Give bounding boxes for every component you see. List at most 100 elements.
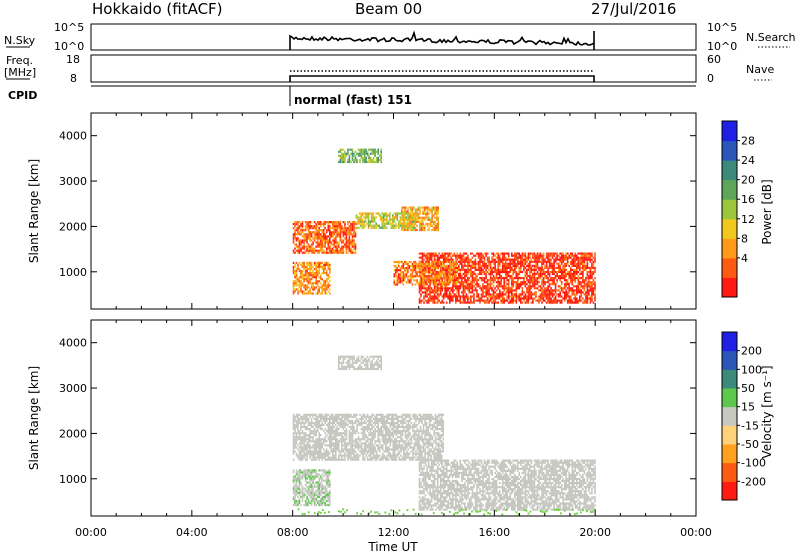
power-cell <box>541 301 543 304</box>
power-cell <box>292 227 295 230</box>
velocity-cell <box>332 456 334 459</box>
velocity-cell <box>310 452 313 455</box>
power-cell <box>511 285 513 288</box>
power-cell <box>303 235 305 238</box>
power-cell <box>327 241 330 244</box>
velocity-cell <box>301 442 304 445</box>
power-cell <box>498 275 501 278</box>
velocity-cell <box>336 434 339 437</box>
power-cell <box>373 218 376 221</box>
power-cell <box>309 249 311 252</box>
velocity-cell <box>342 361 345 364</box>
velocity-cell <box>350 421 352 425</box>
power-cell <box>464 256 466 259</box>
power-cell <box>589 266 592 269</box>
power-cell <box>316 265 319 269</box>
power-cell <box>483 281 486 284</box>
power-cell <box>471 283 474 286</box>
power-cell <box>345 239 348 242</box>
velocity-cell <box>368 444 370 447</box>
velocity-cell <box>354 413 357 416</box>
power-cell <box>536 254 539 257</box>
power-cell <box>504 272 507 276</box>
power-cell <box>348 247 351 250</box>
power-cell <box>407 279 409 282</box>
power-cell <box>345 154 348 157</box>
power-cell <box>538 295 540 298</box>
power-cell <box>455 279 457 282</box>
power-cell <box>482 291 484 294</box>
power-cell <box>520 260 522 263</box>
power-cell <box>582 270 584 274</box>
power-cell <box>315 272 317 275</box>
power-cell <box>486 301 489 304</box>
power-cell <box>327 290 330 293</box>
power-cell <box>292 265 295 269</box>
power-cell <box>401 275 403 278</box>
power-cell <box>327 243 330 246</box>
power-cell <box>416 224 418 227</box>
velocity-cell <box>327 458 330 461</box>
power-cell <box>512 299 515 302</box>
velocity-cell <box>304 421 307 425</box>
power-cell <box>571 289 574 292</box>
velocity-cell <box>321 458 323 461</box>
power-cell <box>527 254 530 257</box>
power-cell <box>298 245 301 248</box>
power-cell <box>312 227 314 230</box>
power-cell <box>355 216 358 219</box>
power-cell <box>351 249 354 252</box>
power-cell <box>504 285 507 288</box>
velocity-cell <box>350 434 352 437</box>
velocity-cell <box>338 423 340 427</box>
power-cell <box>501 297 504 300</box>
power-cell <box>559 291 561 294</box>
power-cell <box>592 287 595 290</box>
power-cell <box>402 265 405 268</box>
power-cell <box>399 220 402 223</box>
power-cell <box>547 289 549 292</box>
power-cell <box>335 249 337 252</box>
power-cell <box>559 266 561 269</box>
power-cell <box>482 295 484 298</box>
power-cell <box>451 271 453 274</box>
power-cell <box>324 288 326 291</box>
power-cell <box>586 270 589 274</box>
power-cell <box>547 285 549 288</box>
power-cell <box>562 258 564 261</box>
power-cell <box>426 281 429 284</box>
velocity-cell <box>378 363 381 366</box>
power-cell <box>419 212 421 215</box>
power-cell <box>570 262 572 265</box>
power-cell <box>381 226 383 229</box>
power-cell <box>414 260 417 264</box>
power-cell <box>586 281 589 284</box>
velocity-cell <box>294 417 296 420</box>
velocity-cell <box>378 365 381 368</box>
power-cell <box>476 281 478 284</box>
velocity-cell <box>333 430 336 433</box>
power-cell <box>459 262 462 265</box>
power-cell <box>503 258 505 261</box>
power-cell <box>439 260 442 263</box>
velocity-cell <box>365 365 367 368</box>
velocity-cell <box>298 452 301 455</box>
power-cell <box>517 297 519 300</box>
power-cell <box>497 272 499 276</box>
power-cell <box>580 262 583 265</box>
power-cell <box>562 272 564 276</box>
power-cell <box>315 245 317 248</box>
power-cell <box>452 254 454 257</box>
velocity-cell <box>319 456 322 459</box>
power-cell <box>427 293 430 296</box>
power-cell <box>542 281 545 284</box>
velocity-cell <box>318 440 320 443</box>
power-cell <box>507 289 510 292</box>
velocity-cell <box>329 417 331 420</box>
velocity-cell <box>339 438 342 441</box>
velocity-cell <box>350 425 352 429</box>
power-cell <box>492 299 495 302</box>
power-cell <box>557 289 560 292</box>
power-cell <box>405 271 408 274</box>
